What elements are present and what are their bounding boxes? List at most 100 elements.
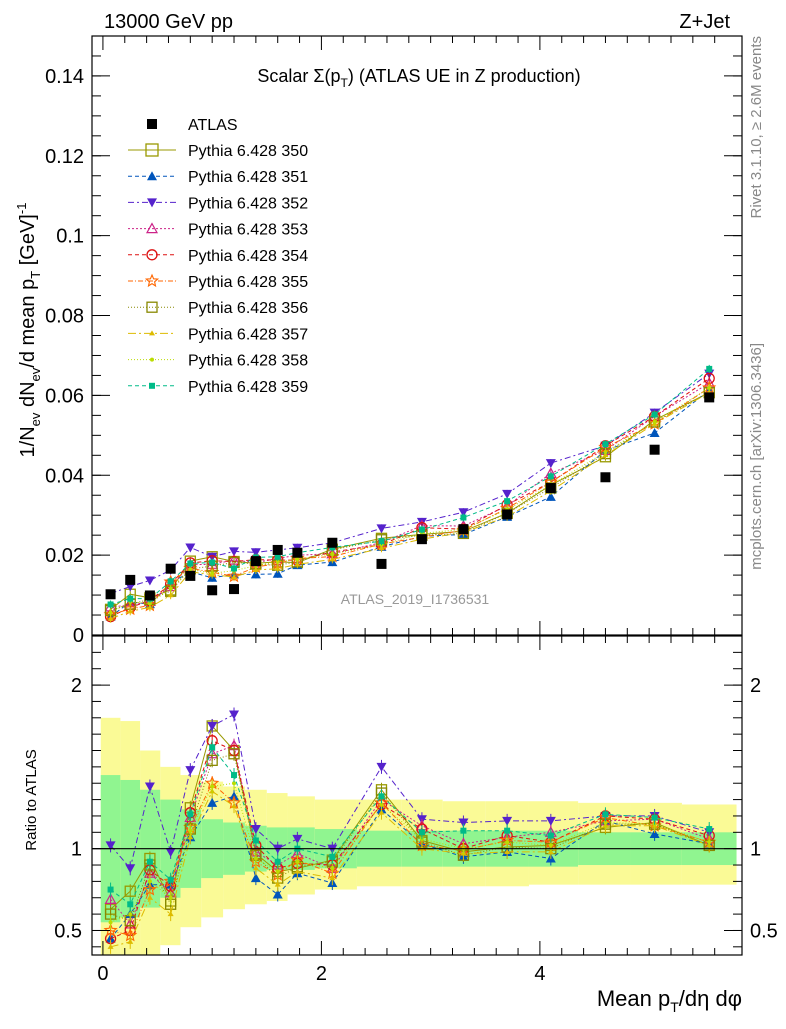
data-point	[147, 198, 157, 208]
data-point	[210, 571, 215, 576]
data-point	[146, 858, 153, 865]
data-point	[232, 781, 237, 786]
legend-label: Pythia 6.428 358	[188, 353, 308, 370]
data-point	[649, 428, 660, 438]
data-point	[274, 565, 281, 571]
data-point	[652, 419, 657, 424]
legend-item-5: Pythia 6.428 354	[128, 248, 308, 265]
data-point	[108, 610, 113, 615]
data-point	[167, 578, 174, 585]
legend-label: Pythia 6.428 355	[188, 274, 308, 291]
data-point	[272, 544, 283, 555]
data-point	[167, 592, 174, 598]
data-point	[144, 576, 155, 586]
data-point	[505, 840, 510, 845]
y-tick-label: 0.08	[45, 306, 84, 328]
x-tick-label: 2	[316, 963, 327, 985]
series-line	[110, 382, 710, 608]
data-point	[274, 553, 281, 560]
data-point	[206, 754, 218, 766]
data-point	[229, 547, 240, 557]
y-tick-label: 0.1	[56, 226, 84, 248]
data-point	[292, 834, 303, 844]
data-point	[330, 551, 335, 556]
data-point	[103, 923, 118, 937]
data-point	[185, 766, 196, 776]
data-point	[144, 273, 160, 288]
data-point	[231, 565, 238, 572]
data-point	[228, 748, 240, 760]
data-point	[231, 772, 238, 779]
data-point	[602, 441, 609, 448]
data-point	[107, 601, 114, 608]
data-point	[603, 820, 608, 825]
data-point	[107, 615, 114, 621]
legend-item-9: Pythia 6.428 358	[128, 353, 308, 370]
data-point	[545, 491, 556, 501]
data-point	[149, 382, 155, 389]
data-point	[600, 472, 611, 483]
mcplots-label: mcplots.cern.ch [arXiv:1306.3436]	[748, 343, 765, 570]
data-point	[250, 825, 261, 835]
data-point	[547, 832, 554, 839]
series-line	[110, 387, 710, 614]
data-point	[105, 841, 116, 851]
data-point	[274, 881, 281, 887]
data-point	[706, 826, 713, 833]
legend-label: ATLAS	[188, 117, 238, 134]
chart-title: Scalar Σ(pT) (ATLAS UE in Z production)	[257, 66, 580, 90]
y-tick-label: 0.14	[45, 66, 84, 88]
ratio-y-tick-label: 2	[71, 675, 82, 697]
data-point	[231, 803, 238, 809]
series-line	[110, 392, 710, 612]
data-point	[707, 840, 712, 845]
data-point	[252, 865, 259, 871]
data-point	[144, 782, 155, 792]
ratio-y-tick-label: 1	[71, 839, 82, 861]
data-point	[144, 590, 155, 601]
y-tick-label: 0.06	[45, 385, 84, 407]
data-point	[147, 119, 157, 129]
data-point	[418, 829, 425, 836]
data-point	[460, 827, 467, 834]
legend-label: Pythia 6.428 354	[188, 248, 308, 265]
data-point	[128, 912, 133, 917]
data-point	[458, 524, 469, 535]
series-line	[110, 373, 710, 594]
data-point	[294, 868, 301, 874]
data-point	[167, 876, 174, 883]
data-point	[145, 143, 159, 157]
series-line	[110, 392, 710, 610]
x-tick-label: 4	[534, 963, 545, 985]
data-point	[602, 811, 609, 818]
data-point	[707, 385, 712, 390]
data-point	[329, 556, 336, 562]
data-point	[378, 793, 385, 800]
data-point	[502, 816, 513, 826]
data-point	[376, 524, 387, 534]
data-point	[649, 828, 660, 838]
data-point	[545, 483, 556, 494]
data-point	[145, 222, 159, 234]
data-point	[378, 809, 385, 815]
data-point	[295, 859, 300, 864]
data-point	[272, 568, 283, 578]
data-point	[229, 584, 240, 595]
y-tick-label: 0.04	[45, 465, 84, 487]
data-point	[127, 608, 134, 614]
data-point	[146, 301, 158, 313]
data-point	[209, 559, 216, 566]
data-point	[416, 534, 427, 545]
legend-item-4: Pythia 6.428 353	[128, 222, 308, 239]
ratio-y-tick-label: 2	[750, 675, 761, 697]
data-point	[210, 784, 215, 789]
data-point	[272, 889, 283, 899]
data-point	[547, 473, 554, 480]
data-point	[127, 595, 134, 602]
ratio-y-tick-label: 0.5	[750, 920, 778, 942]
data-point	[275, 869, 280, 874]
data-point	[250, 556, 261, 567]
data-point	[127, 938, 134, 944]
data-point	[329, 853, 336, 860]
data-point	[250, 548, 261, 558]
